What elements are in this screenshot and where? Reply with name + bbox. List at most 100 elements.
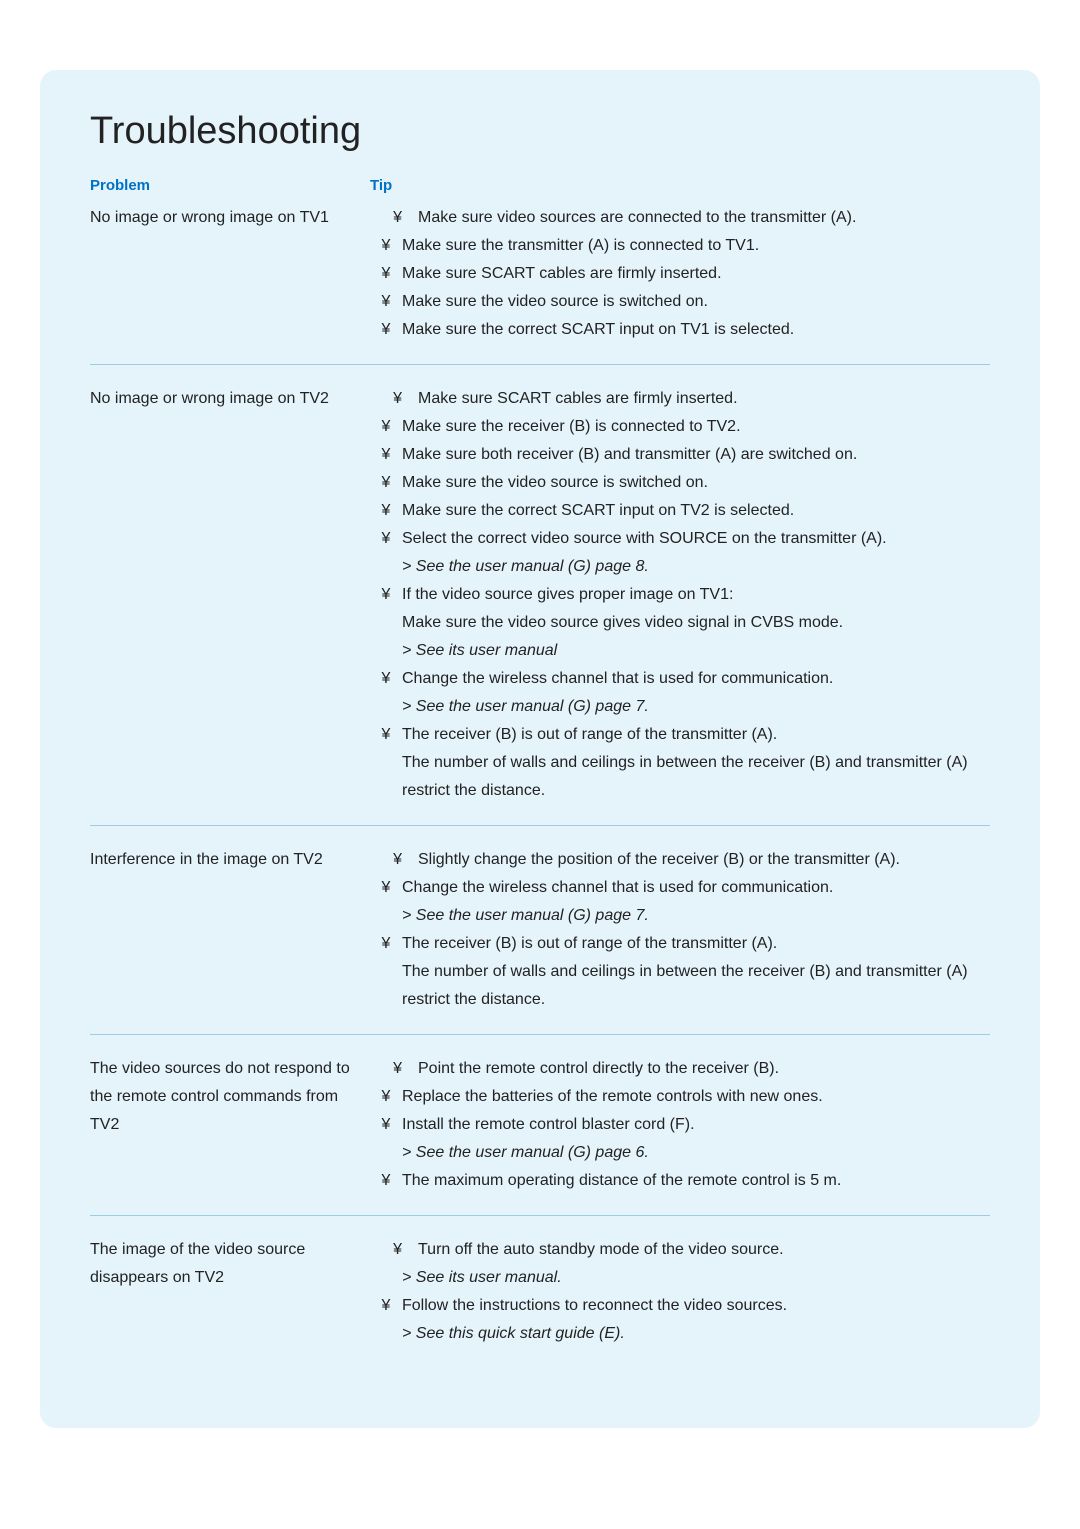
tip-text: Point the remote control directly to the…	[418, 1055, 990, 1083]
tip-text: Follow the instructions to reconnect the…	[402, 1292, 990, 1320]
tip-line: ¥If the video source gives proper image …	[370, 581, 990, 609]
section: The video sources do not respond to the …	[90, 1035, 990, 1216]
bullet-icon: ¥	[370, 385, 418, 413]
sections-container: No image or wrong image on TV1¥Make sure…	[90, 198, 990, 1368]
tip-text: > See its user manual	[402, 637, 990, 665]
section: No image or wrong image on TV1¥Make sure…	[90, 198, 990, 365]
tip-line: ¥Make sure SCART cables are ﬁrmly insert…	[370, 385, 990, 413]
bullet-icon	[370, 1264, 402, 1292]
tip-line: ¥Turn off the auto standby mode of the v…	[370, 1236, 990, 1264]
tip-line: ¥The maximum operating distance of the r…	[370, 1167, 990, 1195]
section: Interference in the image on TV2¥Slightl…	[90, 826, 990, 1035]
tip-line: ¥Make sure both receiver (B) and transmi…	[370, 441, 990, 469]
tip-text: Install the remote control blaster cord …	[402, 1111, 990, 1139]
tip-line: ¥Change the wireless channel that is use…	[370, 665, 990, 693]
tip-text: Replace the batteries of the remote cont…	[402, 1083, 990, 1111]
bullet-icon	[370, 609, 402, 637]
bullet-icon	[370, 902, 402, 930]
tip-line: ¥Make sure video sources are connected t…	[370, 204, 990, 232]
tip-text: > See the user manual (G) page 7.	[402, 693, 990, 721]
page-title: Troubleshooting	[90, 110, 990, 153]
tip-line: ¥Select the correct video source with SO…	[370, 525, 990, 553]
section: No image or wrong image on TV2¥Make sure…	[90, 365, 990, 826]
bullet-icon: ¥	[370, 441, 402, 469]
tip-text: > See the user manual (G) page 7.	[402, 902, 990, 930]
tip-line: ¥Point the remote control directly to th…	[370, 1055, 990, 1083]
tip-line: ¥Replace the batteries of the remote con…	[370, 1083, 990, 1111]
tips-list: ¥Turn off the auto standby mode of the v…	[370, 1236, 990, 1348]
tip-line: ¥Follow the instructions to reconnect th…	[370, 1292, 990, 1320]
tip-line: > See the user manual (G) page 7.	[370, 693, 990, 721]
tip-line: > See the user manual (G) page 8.	[370, 553, 990, 581]
bullet-icon: ¥	[370, 874, 402, 902]
tip-text: The number of walls and ceilings in betw…	[402, 958, 990, 1014]
bullet-icon	[370, 958, 402, 1014]
column-headers: Problem Tip	[90, 177, 990, 194]
tip-text: The number of walls and ceilings in betw…	[402, 749, 990, 805]
bullet-icon	[370, 553, 402, 581]
bullet-icon	[370, 1139, 402, 1167]
tip-text: Make sure the correct SCART input on TV2…	[402, 497, 990, 525]
tip-line: ¥Install the remote control blaster cord…	[370, 1111, 990, 1139]
tip-text: Make sure the video source is switched o…	[402, 288, 990, 316]
bullet-icon: ¥	[370, 721, 402, 749]
bullet-icon: ¥	[370, 1236, 418, 1264]
tips-list: ¥Make sure SCART cables are ﬁrmly insert…	[370, 385, 990, 805]
bullet-icon: ¥	[370, 1083, 402, 1111]
tips-list: ¥ Make sure video sources are connected t…	[370, 204, 990, 344]
bullet-icon	[370, 749, 402, 805]
tip-line: ¥Make sure the receiver (B) is connected…	[370, 413, 990, 441]
bullet-icon: ¥	[370, 930, 402, 958]
tip-text: Make sure the video source gives video s…	[402, 609, 990, 637]
bullet-icon: ¥	[370, 232, 402, 260]
tip-line: > See this quick start guide (E).	[370, 1320, 990, 1348]
tip-text: Make sure video sources are connected to…	[418, 204, 990, 232]
tip-text: Make sure SCART cables are ﬁrmly inserte…	[418, 385, 990, 413]
tip-text: Change the wireless channel that is used…	[402, 874, 990, 902]
bullet-icon: ¥	[370, 1055, 418, 1083]
problem-text: No image or wrong image on TV2	[90, 385, 370, 805]
bullet-icon	[370, 637, 402, 665]
problem-text: No image or wrong image on TV1	[90, 204, 370, 344]
section: The image of the video source disappears…	[90, 1216, 990, 1368]
tip-text: Slightly change the position of the rece…	[418, 846, 990, 874]
bullet-icon: ¥	[370, 469, 402, 497]
header-tip: Tip	[370, 177, 990, 194]
tip-text: Turn off the auto standby mode of the vi…	[418, 1236, 990, 1264]
tip-text: > See its user manual.	[402, 1264, 990, 1292]
tip-line: ¥Make sure the correct SCART input on TV…	[370, 497, 990, 525]
tip-text: The receiver (B) is out of range of the …	[402, 721, 990, 749]
bullet-icon: ¥	[370, 316, 402, 344]
tip-line: > See its user manual	[370, 637, 990, 665]
bullet-icon	[370, 693, 402, 721]
tip-text: The maximum operating distance of the re…	[402, 1167, 990, 1195]
tip-text: Make sure the transmitter (A) is connect…	[402, 232, 990, 260]
tip-line: > See the user manual (G) page 6.	[370, 1139, 990, 1167]
tip-text: Make sure both receiver (B) and transmit…	[402, 441, 990, 469]
bullet-icon: ¥	[370, 260, 402, 288]
tips-list: ¥ Slightly change the position of the rec…	[370, 846, 990, 1014]
tip-line: The number of walls and ceilings in betw…	[370, 958, 990, 1014]
tip-text: > See the user manual (G) page 6.	[402, 1139, 990, 1167]
bullet-icon: ¥	[370, 288, 402, 316]
tip-line: ¥Make sure SCART cables are ﬁrmly insert…	[370, 260, 990, 288]
tip-line: > See its user manual.	[370, 1264, 990, 1292]
tip-text: If the video source gives proper image o…	[402, 581, 990, 609]
tip-text: Make sure the receiver (B) is connected …	[402, 413, 990, 441]
tips-list: ¥Point the remote control directly to th…	[370, 1055, 990, 1195]
tip-line: ¥Slightly change the position of the rec…	[370, 846, 990, 874]
tip-line: The number of walls and ceilings in betw…	[370, 749, 990, 805]
tip-line: > See the user manual (G) page 7.	[370, 902, 990, 930]
tip-text: > See the user manual (G) page 8.	[402, 553, 990, 581]
tip-text: Make sure SCART cables are ﬁrmly inserte…	[402, 260, 990, 288]
tip-line: ¥The receiver (B) is out of range of the…	[370, 721, 990, 749]
bullet-icon	[370, 1320, 402, 1348]
tip-line: ¥Make sure the video source is switched …	[370, 469, 990, 497]
tip-line: ¥Make sure the transmitter (A) is connec…	[370, 232, 990, 260]
bullet-icon: ¥	[370, 1111, 402, 1139]
tip-line: ¥Change the wireless channel that is use…	[370, 874, 990, 902]
tip-text: The receiver (B) is out of range of the …	[402, 930, 990, 958]
tip-line: ¥Make sure the video source is switched …	[370, 288, 990, 316]
bullet-icon: ¥	[370, 1292, 402, 1320]
tip-text: Change the wireless channel that is used…	[402, 665, 990, 693]
